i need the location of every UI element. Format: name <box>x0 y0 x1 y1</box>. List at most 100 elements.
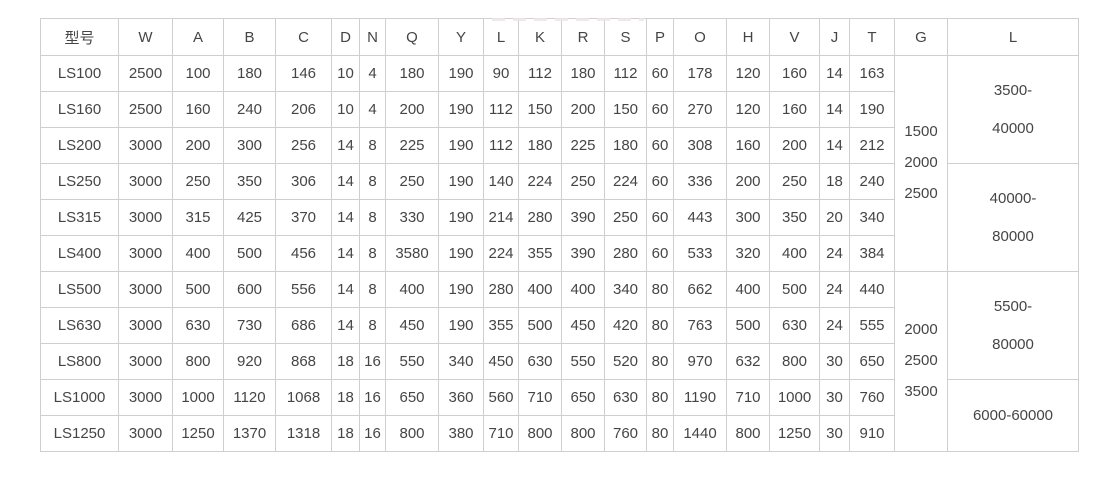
value-cell: 533 <box>673 235 727 272</box>
value-cell: 160 <box>769 55 820 92</box>
model-cell: LS1250 <box>40 415 119 452</box>
value-cell: 24 <box>819 235 850 272</box>
value-cell: 120 <box>726 91 770 128</box>
value-cell: 763 <box>673 307 727 344</box>
value-cell: 336 <box>673 163 727 200</box>
model-cell: LS500 <box>40 271 119 308</box>
value-cell: 300 <box>223 127 276 164</box>
value-cell: 456 <box>275 235 332 272</box>
value-cell: 100 <box>172 55 224 92</box>
value-cell: 112 <box>483 127 519 164</box>
value-cell: 14 <box>819 91 850 128</box>
value-cell: 400 <box>172 235 224 272</box>
g-column-merged-cell: 2000 2500 3500 <box>894 271 948 452</box>
value-cell: 60 <box>646 127 674 164</box>
value-cell: 630 <box>604 379 647 416</box>
table-row: LS200 3000 200 300 256 14 8 225 190 112 180 225 180 6… <box>40 127 1079 164</box>
value-cell: 180 <box>561 55 605 92</box>
value-cell: 160 <box>726 127 770 164</box>
value-cell: 18 <box>331 379 360 416</box>
l-column-merged-cell: 3500- 40000 <box>947 55 1079 164</box>
value-cell: 4 <box>359 55 386 92</box>
value-cell: 3000 <box>118 379 173 416</box>
g-column-merged-cell: 1500 2000 2500 <box>894 55 948 272</box>
value-cell: 240 <box>849 163 895 200</box>
column-header: G <box>894 18 948 56</box>
column-header: S <box>604 18 647 56</box>
value-cell: 1250 <box>769 415 820 452</box>
table-row: LS400 3000 400 500 456 14 8 3580 190 224 355 390 280… <box>40 235 1079 272</box>
value-cell: 384 <box>849 235 895 272</box>
model-cell: LS160 <box>40 91 119 128</box>
value-cell: 1190 <box>673 379 727 416</box>
value-cell: 280 <box>518 199 562 236</box>
value-cell: 190 <box>438 235 484 272</box>
value-cell: 14 <box>819 127 850 164</box>
column-header: H <box>726 18 770 56</box>
value-cell: 662 <box>673 271 727 308</box>
value-cell: 280 <box>604 235 647 272</box>
value-cell: 1120 <box>223 379 276 416</box>
value-cell: 500 <box>223 235 276 272</box>
value-cell: 1000 <box>769 379 820 416</box>
value-cell: 250 <box>172 163 224 200</box>
value-cell: 270 <box>673 91 727 128</box>
value-cell: 190 <box>438 271 484 308</box>
value-cell: 14 <box>331 199 360 236</box>
value-cell: 30 <box>819 343 850 380</box>
value-cell: 350 <box>223 163 276 200</box>
value-cell: 3000 <box>118 235 173 272</box>
model-cell: LS315 <box>40 199 119 236</box>
value-cell: 8 <box>359 307 386 344</box>
value-cell: 520 <box>604 343 647 380</box>
value-cell: 14 <box>819 55 850 92</box>
value-cell: 400 <box>518 271 562 308</box>
value-cell: 2500 <box>118 91 173 128</box>
column-header: N <box>359 18 386 56</box>
column-header: K <box>518 18 562 56</box>
value-cell: 150 <box>604 91 647 128</box>
value-cell: 390 <box>561 235 605 272</box>
value-cell: 10 <box>331 55 360 92</box>
value-cell: 8 <box>359 235 386 272</box>
table-row: LS1000 3000 1000 1120 1068 18 16 650 360 560 710 65… <box>40 379 1079 452</box>
value-cell: 190 <box>438 127 484 164</box>
value-cell: 443 <box>673 199 727 236</box>
value-cell: 370 <box>275 199 332 236</box>
value-cell: 420 <box>604 307 647 344</box>
value-cell: 1370 <box>223 415 276 452</box>
value-cell: 355 <box>483 307 519 344</box>
value-cell: 3000 <box>118 271 173 308</box>
value-cell: 60 <box>646 235 674 272</box>
value-cell: 16 <box>359 343 386 380</box>
table-row: LS800 3000 800 920 868 18 16 550 340 450 630 550 520… <box>40 343 1079 380</box>
table-row: LS250 3000 250 350 306 14 8 250 190 140 224 250 224 6… <box>40 163 1079 272</box>
model-cell: LS630 <box>40 307 119 344</box>
value-cell: 120 <box>726 55 770 92</box>
value-cell: 80 <box>646 415 674 452</box>
column-header: C <box>275 18 332 56</box>
value-cell: 500 <box>172 271 224 308</box>
value-cell: 250 <box>385 163 439 200</box>
value-cell: 200 <box>769 127 820 164</box>
value-cell: 330 <box>385 199 439 236</box>
column-header: D <box>331 18 360 56</box>
value-cell: 90 <box>483 55 519 92</box>
value-cell: 560 <box>483 379 519 416</box>
column-header: J <box>819 18 850 56</box>
value-cell: 280 <box>483 271 519 308</box>
value-cell: 160 <box>172 91 224 128</box>
value-cell: 200 <box>172 127 224 164</box>
value-cell: 190 <box>438 55 484 92</box>
value-cell: 80 <box>646 343 674 380</box>
value-cell: 206 <box>275 91 332 128</box>
value-cell: 224 <box>604 163 647 200</box>
value-cell: 160 <box>769 91 820 128</box>
value-cell: 550 <box>561 343 605 380</box>
value-cell: 340 <box>438 343 484 380</box>
value-cell: 300 <box>726 199 770 236</box>
value-cell: 16 <box>359 379 386 416</box>
value-cell: 308 <box>673 127 727 164</box>
value-cell: 180 <box>518 127 562 164</box>
value-cell: 250 <box>561 163 605 200</box>
